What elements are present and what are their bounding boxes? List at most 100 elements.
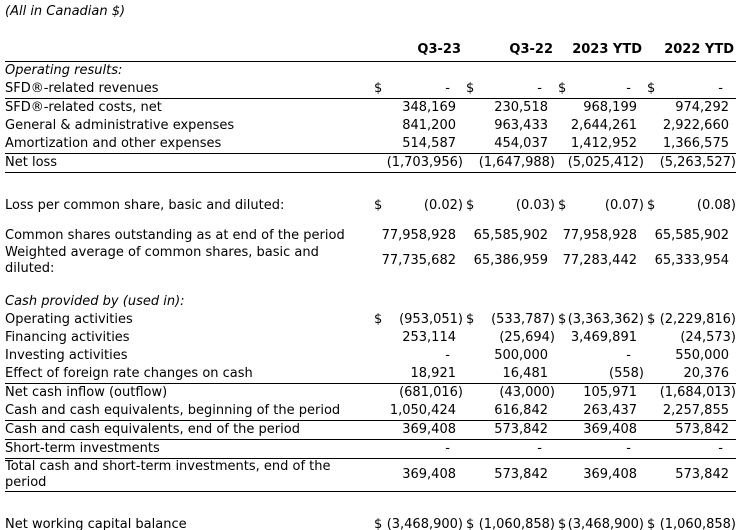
value-text: (1,060,858) [659, 517, 736, 530]
value-cell: $ - [371, 80, 463, 99]
table-row: Short-term investments - - - - [5, 440, 736, 459]
value-cell: 230,518 [463, 99, 555, 118]
value-text: 77,735,682 [381, 253, 456, 268]
dollar-sign: $ [647, 312, 656, 327]
row-label: Effect of foreign rate changes on cash [5, 366, 253, 381]
value-cell: - [555, 347, 644, 365]
value-text: 500,000 [494, 348, 548, 363]
value-cell: 2,257,855 [644, 402, 736, 421]
value-cell: 263,437 [555, 402, 644, 421]
spacer-row [5, 215, 736, 227]
table-row: Net cash inflow (outflow) (681,016) (43,00… [5, 384, 736, 403]
value-cell: $ - [463, 80, 555, 99]
table-row: SFD®-related costs, net 348,169 230,518 968… [5, 99, 736, 118]
table-header-row: Q3-23 Q3-22 2023 YTD 2022 YTD [5, 38, 736, 62]
value-cell: $ (0.08) [644, 197, 736, 215]
row-label: Operating activities [5, 312, 133, 327]
value-cell: 77,958,928 [555, 227, 644, 245]
value-text: (0.02) [423, 198, 463, 213]
value-cell: 968,199 [555, 99, 644, 118]
value-cell: 1,050,424 [371, 402, 463, 421]
value-text: - [445, 81, 450, 96]
value-text: (24,573) [680, 330, 736, 345]
table-body: Operating results: SFD®-related revenues $… [5, 62, 736, 530]
dollar-sign: $ [466, 517, 475, 530]
value-text: 348,169 [402, 100, 456, 115]
value-cell: 2,922,660 [644, 117, 736, 135]
value-text: 3,469,891 [570, 330, 637, 345]
value-cell: $ (2,229,816) [644, 311, 736, 329]
value-text: 20,376 [683, 366, 730, 381]
value-cell: $ (953,051) [371, 311, 463, 329]
value-text: (558) [609, 366, 644, 381]
table-row: Weighted average of common shares, basic… [5, 245, 736, 277]
value-text: 18,921 [410, 366, 457, 381]
value-cell: (25,694) [463, 329, 555, 347]
value-cell: 500,000 [463, 347, 555, 365]
section-row: Operating results: [5, 62, 736, 81]
value-text: (5,025,412) [567, 155, 644, 170]
spacer-cell [5, 215, 736, 227]
value-text: 369,408 [583, 467, 637, 482]
value-cell: 841,200 [371, 117, 463, 135]
value-text: 1,412,952 [570, 136, 637, 151]
value-text: 2,922,660 [662, 118, 729, 133]
value-text: (0.07) [604, 198, 644, 213]
value-cell: 573,842 [463, 421, 555, 440]
value-text: 573,842 [675, 422, 729, 437]
dollar-sign: $ [647, 198, 656, 213]
value-cell [644, 62, 736, 81]
value-cell: 963,433 [463, 117, 555, 135]
table-row: Operating activities $ (953,051) $ (533,787)… [5, 311, 736, 329]
value-cell: 20,376 [644, 365, 736, 384]
value-text: (3,468,900) [386, 517, 463, 530]
dollar-sign: $ [558, 517, 567, 530]
value-text: - [626, 348, 631, 363]
value-text: - [445, 441, 450, 456]
value-cell: $ (1,060,858) [463, 516, 555, 530]
row-label: Net working capital balance [5, 517, 187, 530]
value-text: 65,333,954 [654, 253, 729, 268]
header-label-spacer [5, 38, 371, 62]
value-cell: 65,386,959 [463, 245, 555, 277]
table-row: SFD®-related revenues $ - $ - $ - $ - [5, 80, 736, 99]
row-label: Weighted average of common shares, basic… [5, 245, 319, 276]
value-cell [555, 62, 644, 81]
value-cell: 573,842 [644, 421, 736, 440]
row-label: General & administrative expenses [5, 118, 235, 133]
value-cell: 65,585,902 [644, 227, 736, 245]
value-text: - [537, 81, 542, 96]
value-text: 230,518 [494, 100, 548, 115]
dollar-sign: $ [466, 198, 475, 213]
dollar-sign: $ [558, 81, 567, 96]
value-text: (0.08) [696, 198, 736, 213]
value-cell [371, 62, 463, 81]
dollar-sign: $ [374, 198, 383, 213]
dollar-sign: $ [647, 517, 656, 530]
dollar-sign: $ [374, 81, 383, 96]
value-text: 105,971 [583, 385, 637, 400]
value-cell: $ - [555, 80, 644, 99]
value-text: 65,585,902 [473, 228, 548, 243]
table-row: Cash and cash equivalents, beginning of … [5, 402, 736, 421]
row-label: SFD®-related revenues [5, 81, 159, 96]
value-cell: (24,573) [644, 329, 736, 347]
value-cell: $ (3,363,362) [555, 311, 644, 329]
value-text: 369,408 [583, 422, 637, 437]
value-text: - [626, 81, 631, 96]
section-row: Cash provided by (used in): [5, 293, 736, 311]
spacer-cell [5, 277, 736, 293]
spacer-cell [5, 492, 736, 517]
value-cell: $ (0.02) [371, 197, 463, 215]
value-cell [644, 293, 736, 311]
row-label: SFD®-related costs, net [5, 100, 162, 115]
table-row: Effect of foreign rate changes on cash 18… [5, 365, 736, 384]
value-cell: $ - [644, 80, 736, 99]
row-label: Common shares outstanding as at end of t… [5, 228, 345, 243]
value-text: 65,386,959 [473, 253, 548, 268]
value-text: 263,437 [583, 403, 637, 418]
value-text: (2,229,816) [659, 312, 736, 327]
value-cell: 77,735,682 [371, 245, 463, 277]
value-text: (1,647,988) [478, 155, 555, 170]
row-label: Total cash and short-term investments, e… [5, 459, 331, 490]
